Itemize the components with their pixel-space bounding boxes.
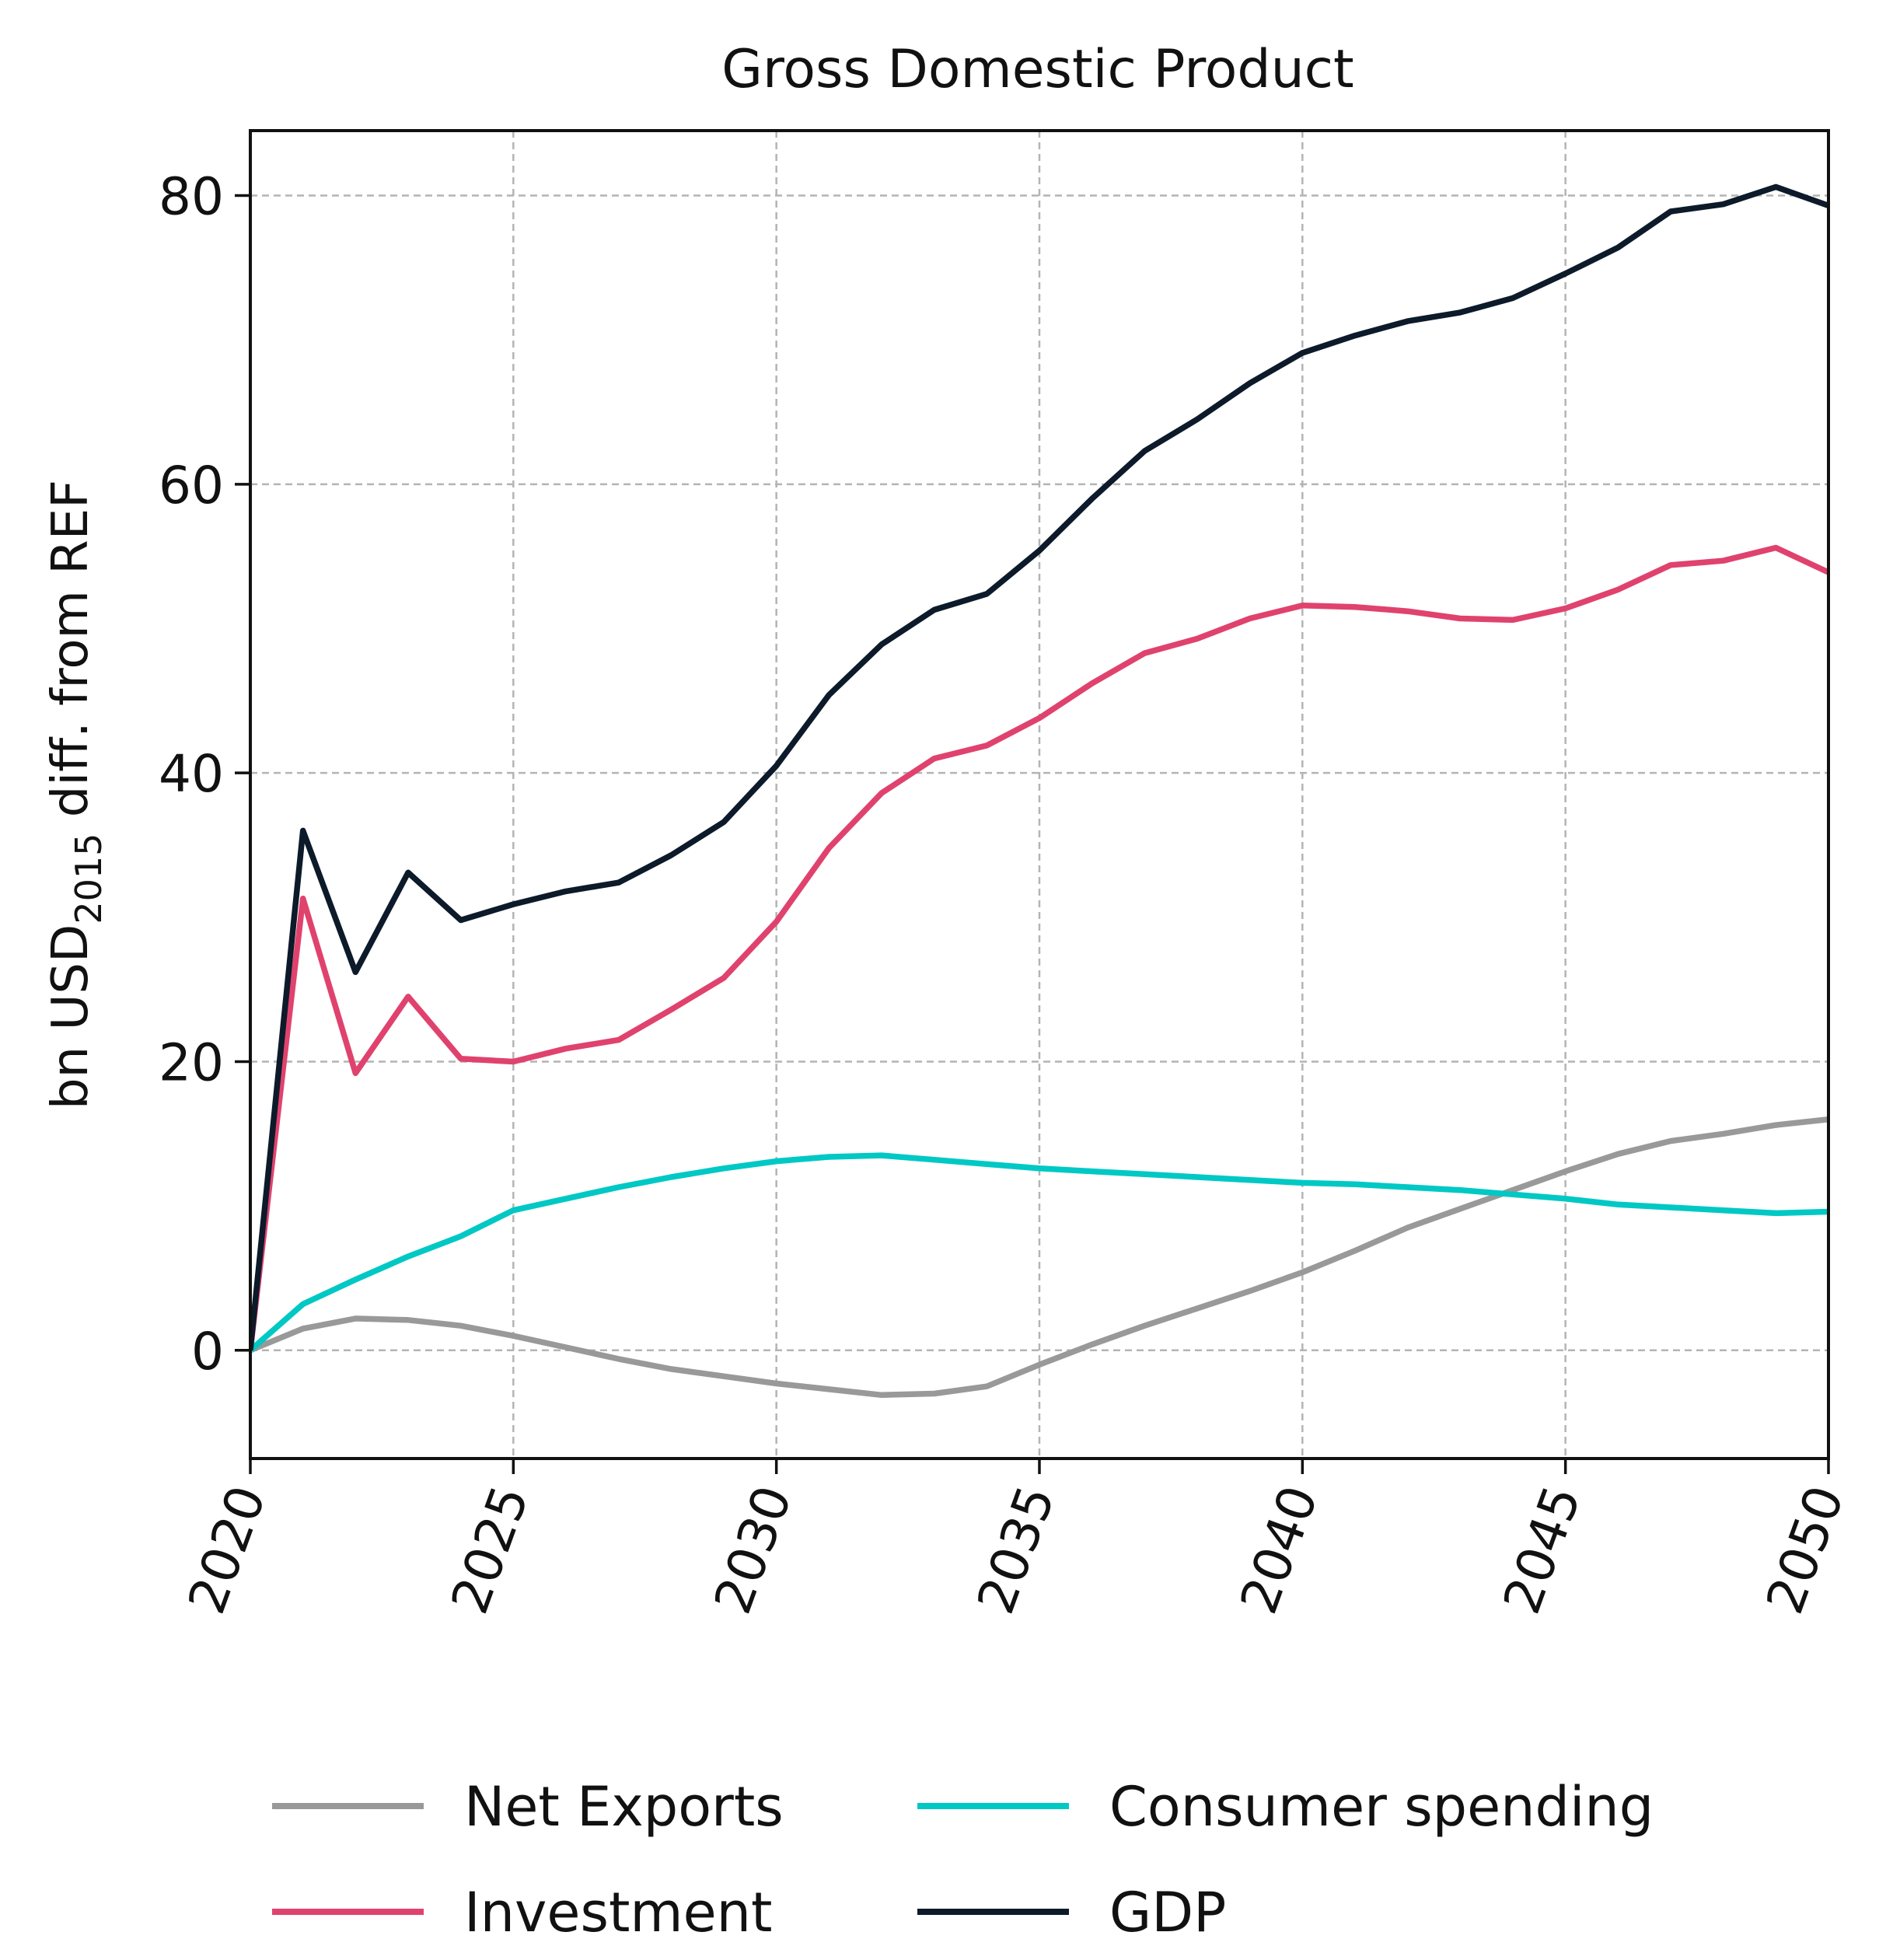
y-tick-label-60: 60 bbox=[159, 456, 224, 515]
legend-label-gdp: GDP bbox=[1109, 1881, 1226, 1944]
y-tick-label-0: 0 bbox=[191, 1322, 224, 1382]
y-axis-label-main: bn USD bbox=[42, 924, 100, 1109]
y-axis-label: bn USD2015 diff. from REF bbox=[42, 480, 110, 1109]
chart-title: Gross Domestic Product bbox=[721, 39, 1353, 100]
series-line-gdp bbox=[250, 183, 1828, 1351]
legend-label-investment: Investment bbox=[464, 1881, 772, 1944]
series-lines bbox=[250, 183, 1828, 1399]
y-axis-label-tail: diff. from REF bbox=[42, 480, 100, 833]
y-tick-label-80: 80 bbox=[159, 167, 224, 227]
legend-label-net-exports: Net Exports bbox=[464, 1775, 784, 1839]
y-axis-label-subscript: 2015 bbox=[68, 833, 110, 924]
legend-label-consumer-spending: Consumer spending bbox=[1109, 1775, 1654, 1839]
series-line-investment bbox=[250, 544, 1828, 1351]
series-line-consumer-spending bbox=[250, 1152, 1828, 1353]
series-line-net-exports bbox=[250, 1116, 1828, 1399]
y-tick-label-40: 40 bbox=[159, 744, 224, 804]
legend: Net Exports Investment Consumer spending GD… bbox=[272, 1775, 1654, 1944]
y-tick-label-20: 20 bbox=[159, 1032, 224, 1092]
